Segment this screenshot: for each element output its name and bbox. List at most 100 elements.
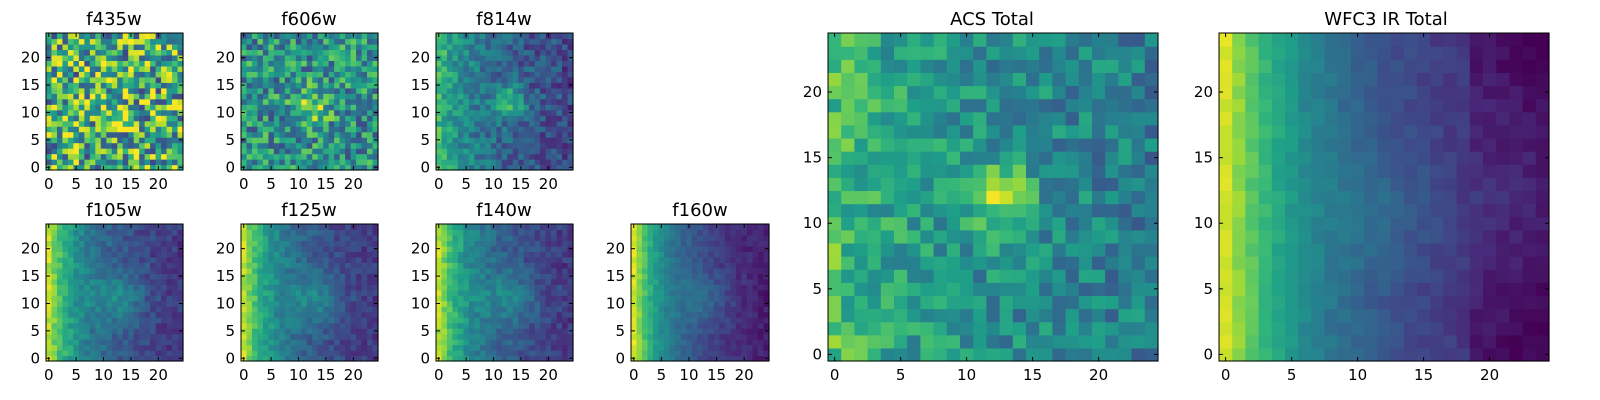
heatmap-cell [257, 224, 264, 231]
heatmap-cell [730, 328, 737, 335]
heatmap-cell [485, 43, 492, 51]
heatmap-cell [468, 317, 475, 324]
heatmap-cell [301, 54, 308, 61]
heatmap-cell [268, 344, 275, 351]
heatmap-cell [562, 234, 569, 242]
heatmap-cell [144, 93, 151, 100]
heatmap-cell [828, 334, 842, 349]
heatmap-cell [556, 87, 563, 94]
heatmap-cell [301, 137, 308, 144]
heatmap-cell [669, 311, 676, 318]
heatmap-cell [1118, 347, 1133, 362]
heatmap-cell [339, 104, 346, 111]
heatmap-cell [697, 339, 704, 346]
heatmap-cell [1131, 295, 1146, 310]
heatmap-cell [257, 82, 264, 89]
heatmap-cell [880, 256, 895, 270]
heatmap-cell [122, 234, 129, 242]
heatmap-cell [468, 104, 475, 111]
heatmap-cell [567, 278, 574, 285]
heatmap-cell [172, 306, 179, 313]
heatmap-cell [675, 251, 682, 258]
heatmap-cell [345, 284, 352, 291]
heatmap-cell [295, 333, 302, 340]
heatmap-cell [46, 115, 53, 122]
heatmap-cell [1052, 177, 1067, 192]
heatmap-cell [540, 267, 547, 274]
heatmap-cell [556, 350, 563, 357]
heatmap-cell [251, 131, 259, 138]
heatmap-cell [89, 267, 96, 274]
heatmap-cell [100, 71, 107, 78]
heatmap-cell [62, 229, 69, 236]
heatmap-cell [534, 328, 541, 335]
heatmap-cell [496, 115, 503, 122]
heatmap-cell [446, 43, 454, 51]
heatmap-cell [757, 224, 765, 231]
heatmap-cell [946, 177, 961, 192]
heatmap-cell [46, 126, 53, 133]
heatmap-cell [106, 317, 113, 324]
y-tick-label: 15 [216, 76, 235, 94]
heatmap-cell [117, 49, 124, 56]
heatmap-cell [350, 328, 357, 335]
heatmap-cell [67, 306, 74, 313]
heatmap-cell [680, 295, 687, 302]
heatmap-cell [317, 317, 324, 324]
heatmap-cell [106, 131, 113, 138]
heatmap-cell [290, 93, 297, 100]
heatmap-cell [246, 87, 253, 94]
heatmap-cell [642, 289, 649, 296]
heatmap-cell [177, 256, 184, 263]
heatmap-cell [117, 234, 124, 242]
heatmap-cell [89, 60, 96, 67]
heatmap-cell [367, 137, 374, 144]
heatmap-cell [653, 289, 660, 296]
heatmap-cell [306, 131, 313, 138]
heatmap-cell [642, 339, 649, 346]
heatmap-cell [529, 229, 536, 236]
heatmap-cell [562, 278, 569, 285]
heatmap-cell [312, 120, 319, 127]
heatmap-cells [46, 224, 184, 362]
heatmap-cell [257, 267, 264, 274]
heatmap-cell [724, 306, 731, 313]
heatmap-cell [474, 306, 481, 313]
heatmap-cell [664, 306, 671, 313]
heatmap-cell [257, 251, 264, 258]
heatmap-cell [523, 224, 530, 231]
heatmap-cell [328, 350, 335, 357]
heatmap-cell [468, 38, 475, 45]
heatmap-cell [100, 87, 107, 94]
heatmap-cell [551, 76, 558, 83]
heatmap-cell [441, 224, 448, 231]
heatmap-cell [78, 278, 85, 285]
heatmap-cell [251, 60, 259, 67]
heatmap-cell [691, 267, 698, 274]
heatmap-cell [523, 148, 530, 155]
heatmap-cell [73, 333, 80, 340]
heatmap-cell [166, 339, 173, 346]
heatmap-cell [139, 344, 146, 351]
heatmap-cell [73, 71, 80, 78]
heatmap-cell [251, 251, 259, 258]
heatmap-cell [680, 300, 687, 307]
heatmap-cell [166, 76, 173, 83]
heatmap-cell [697, 328, 704, 335]
heatmap-cell [339, 328, 346, 335]
heatmap-cell [730, 262, 737, 269]
heatmap-cell [960, 203, 974, 218]
heatmap-cell [339, 131, 346, 138]
heatmap-cell [62, 355, 69, 362]
heatmap-cell [551, 153, 558, 160]
heatmap-cell [452, 126, 459, 133]
heatmap-cell [463, 43, 470, 51]
plot-frame [435, 223, 574, 362]
heatmap-cell [367, 245, 374, 252]
heatmap-cell [150, 251, 157, 258]
heatmap-cell [867, 177, 882, 192]
heatmap-cell [78, 355, 85, 362]
heatmap-cell [556, 322, 563, 329]
heatmap-cell [46, 153, 53, 160]
heatmap-cell [161, 284, 168, 291]
